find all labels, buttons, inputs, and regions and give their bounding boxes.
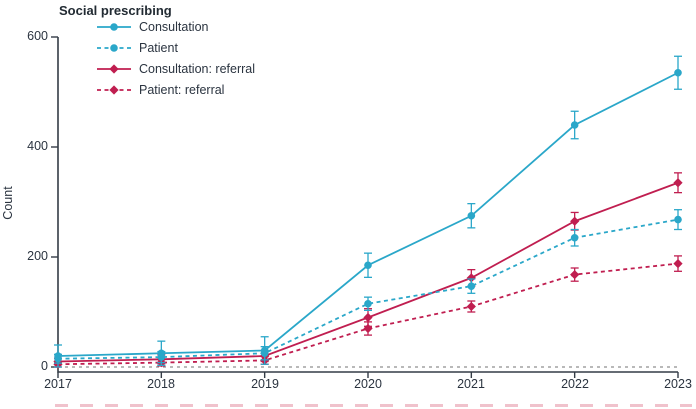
y-tick-label-200: 200 xyxy=(27,249,48,263)
legend-marker xyxy=(110,43,118,52)
y-axis-label: Count xyxy=(1,186,15,220)
x-tick-label-2023: 2023 xyxy=(664,377,692,391)
axis-ticks xyxy=(51,36,679,378)
x-tick-label-2017: 2017 xyxy=(44,377,72,391)
legend-label: Patient: referral xyxy=(139,82,225,97)
legend-swatch-patient-icon xyxy=(97,43,131,52)
series-patient xyxy=(54,209,682,364)
legend-label: Consultation: referral xyxy=(139,61,256,76)
x-tick-label-2018: 2018 xyxy=(147,377,175,391)
data-point-patient-2023 xyxy=(674,215,682,224)
legend-item-consultation: Consultation xyxy=(97,16,255,37)
data-point-consultation-referral-2021 xyxy=(466,273,476,283)
data-point-consultation-referral-2020 xyxy=(363,312,373,323)
legend-item-consultation-referral: Consultation: referral xyxy=(97,58,255,79)
data-point-consultation-2022 xyxy=(570,121,579,129)
legend-marker xyxy=(109,63,119,74)
data-point-patient-referral-2023 xyxy=(673,259,683,269)
series-line-patient xyxy=(57,218,679,360)
data-point-consultation-2017 xyxy=(54,352,62,360)
legend-label: Patient xyxy=(139,40,178,55)
legend-marker xyxy=(110,22,118,31)
x-tick-label-2020: 2020 xyxy=(354,377,382,391)
legend-marker xyxy=(109,84,119,95)
data-point-consultation-2023 xyxy=(674,68,682,77)
data-point-consultation-2021 xyxy=(467,211,476,220)
legend-swatch-consultation-referral-icon xyxy=(97,63,131,74)
legend-label: Consultation xyxy=(139,19,209,34)
legend-swatch-consultation-icon xyxy=(97,22,131,31)
y-tick-label-600: 600 xyxy=(27,29,48,43)
data-point-consultation-referral-2022 xyxy=(570,216,580,226)
data-point-consultation-2020 xyxy=(364,261,372,270)
data-point-patient-2022 xyxy=(570,233,579,242)
cropped-caption-remnant xyxy=(55,404,692,407)
data-point-patient-referral-2022 xyxy=(570,270,580,280)
y-tick-label-400: 400 xyxy=(27,139,48,153)
data-point-consultation-2019 xyxy=(260,346,269,355)
y-tick-label-0: 0 xyxy=(41,359,48,373)
legend-item-patient-referral: Patient: referral xyxy=(97,79,255,100)
error-bars-patient xyxy=(54,209,682,364)
data-point-patient-2020 xyxy=(364,299,372,308)
legend-swatch-patient-referral-icon xyxy=(97,84,131,95)
chart-legend: Consultation Patient Consultation: refer… xyxy=(97,16,255,100)
legend-item-patient: Patient xyxy=(97,37,255,58)
data-point-consultation-referral-2023 xyxy=(673,178,683,188)
data-point-patient-2021 xyxy=(467,282,476,290)
series-consultation xyxy=(54,55,682,368)
x-tick-label-2019: 2019 xyxy=(251,377,279,391)
x-tick-label-2021: 2021 xyxy=(457,377,485,391)
chart-title: Social prescribing xyxy=(59,3,172,18)
data-point-consultation-2018 xyxy=(157,349,166,358)
data-point-patient-referral-2021 xyxy=(466,301,476,312)
x-tick-label-2022: 2022 xyxy=(561,377,589,391)
